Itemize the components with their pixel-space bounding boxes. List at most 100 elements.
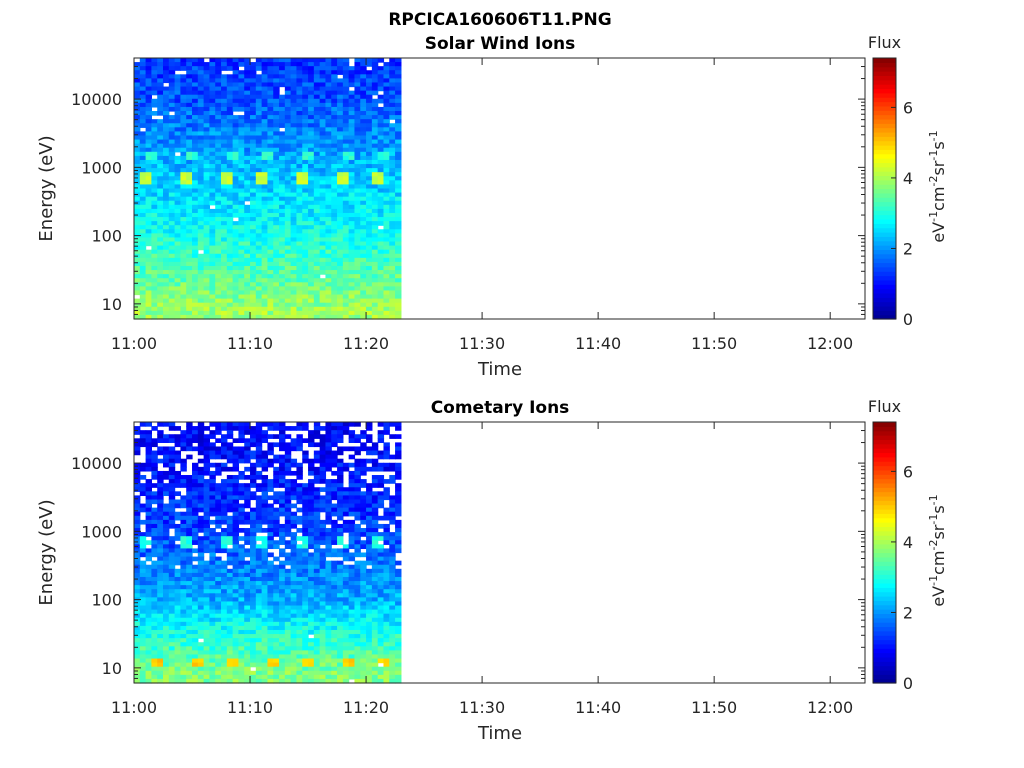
heatmap-cell [255, 589, 263, 594]
heatmap-cell [209, 589, 216, 594]
heatmap-cell [261, 265, 269, 271]
heatmap-cell [302, 58, 309, 63]
heatmap-cell [296, 159, 303, 165]
heatmap-cell [273, 556, 280, 562]
heatmap-cell [157, 532, 164, 537]
heatmap-cell [163, 106, 170, 112]
heatmap-cell [313, 172, 321, 177]
heatmap-cell [197, 233, 205, 239]
heatmap-cell [168, 495, 176, 501]
heatmap-cell [308, 617, 315, 623]
heatmap-cell [261, 62, 269, 67]
heatmap-cell [221, 151, 228, 157]
heatmap-cell [238, 495, 245, 501]
heatmap-cell [197, 111, 205, 116]
heatmap-cell [203, 609, 211, 615]
heatmap-cell [197, 446, 205, 452]
heatmap-cell [290, 274, 298, 279]
heatmap-cell [139, 172, 147, 177]
heatmap-cell [273, 585, 280, 590]
heatmap-cell [331, 86, 338, 92]
heatmap-cell [145, 151, 152, 157]
heatmap-cell [145, 98, 152, 104]
heatmap-cell [360, 249, 367, 255]
heatmap-cell [279, 135, 286, 141]
heatmap-cell [308, 225, 315, 230]
heatmap-cell [139, 589, 147, 594]
heatmap-cell [325, 466, 332, 472]
heatmap-cell [238, 278, 245, 283]
heatmap-cell [302, 646, 309, 651]
heatmap-cell [395, 233, 402, 239]
heatmap-cell [261, 495, 269, 501]
heatmap-cell [145, 658, 152, 664]
heatmap-cell [192, 650, 199, 656]
heatmap-cell [151, 212, 158, 218]
heatmap-cell [174, 589, 182, 594]
heatmap-cell [290, 487, 298, 492]
heatmap-cell [273, 278, 280, 283]
heatmap-cell [308, 642, 315, 647]
heatmap-cell [313, 86, 321, 92]
heatmap-cell [360, 98, 367, 104]
heatmap-cell [186, 674, 193, 680]
heatmap-cell [151, 151, 158, 157]
heatmap-cell [302, 86, 309, 92]
heatmap-cell [261, 135, 269, 141]
heatmap-cell [325, 249, 332, 255]
heatmap-cell [186, 581, 193, 586]
heatmap-cell [226, 192, 234, 198]
colorbar-tick-label: 6 [903, 98, 913, 117]
heatmap-cell [163, 261, 170, 267]
heatmap-cell [238, 257, 245, 263]
heatmap-cell [157, 446, 164, 452]
heatmap-cell [377, 180, 385, 186]
heatmap-cell [354, 131, 361, 137]
heatmap-cell [238, 548, 245, 554]
heatmap-cell [192, 674, 199, 680]
heatmap-cell [290, 270, 298, 275]
heatmap-cell [238, 253, 245, 259]
heatmap-cell [313, 564, 321, 570]
colorbar-segment [873, 201, 896, 207]
heatmap-cell [284, 605, 292, 611]
heatmap-cell [215, 62, 222, 67]
heatmap-cell [145, 479, 152, 484]
heatmap-cell [180, 139, 187, 145]
heatmap-cell [134, 503, 141, 509]
heatmap-cell [354, 98, 361, 104]
heatmap-cell [244, 674, 251, 680]
heatmap-cell [319, 82, 327, 88]
heatmap-cell [348, 229, 356, 234]
heatmap-cell [250, 261, 257, 267]
heatmap-cell [226, 434, 234, 439]
heatmap-cell [197, 225, 205, 230]
heatmap-cell [308, 658, 315, 664]
heatmap-cell [325, 585, 332, 590]
heatmap-cell [290, 581, 298, 586]
heatmap-cell [244, 253, 251, 259]
heatmap-cell [366, 270, 373, 275]
heatmap-cell [261, 212, 269, 218]
heatmap-cell [238, 282, 245, 287]
heatmap-cell [284, 270, 292, 275]
heatmap-cell [215, 274, 222, 279]
heatmap-cell [180, 172, 187, 177]
heatmap-cell [163, 519, 170, 525]
heatmap-cell [244, 650, 251, 656]
heatmap-cell [255, 62, 263, 67]
heatmap-cell [163, 184, 170, 190]
heatmap-cell [238, 560, 245, 566]
heatmap-cell [244, 62, 251, 67]
heatmap-cell [250, 442, 257, 448]
heatmap-cell [168, 233, 176, 239]
heatmap-cell [273, 426, 280, 431]
heatmap-cell [168, 597, 176, 603]
heatmap-cell [302, 66, 309, 71]
heatmap-cell [261, 94, 269, 100]
heatmap-cell [302, 495, 309, 501]
heatmap-cell [134, 568, 141, 574]
heatmap-cell [174, 532, 182, 537]
heatmap-cell [279, 82, 286, 88]
heatmap-cell [157, 172, 164, 177]
